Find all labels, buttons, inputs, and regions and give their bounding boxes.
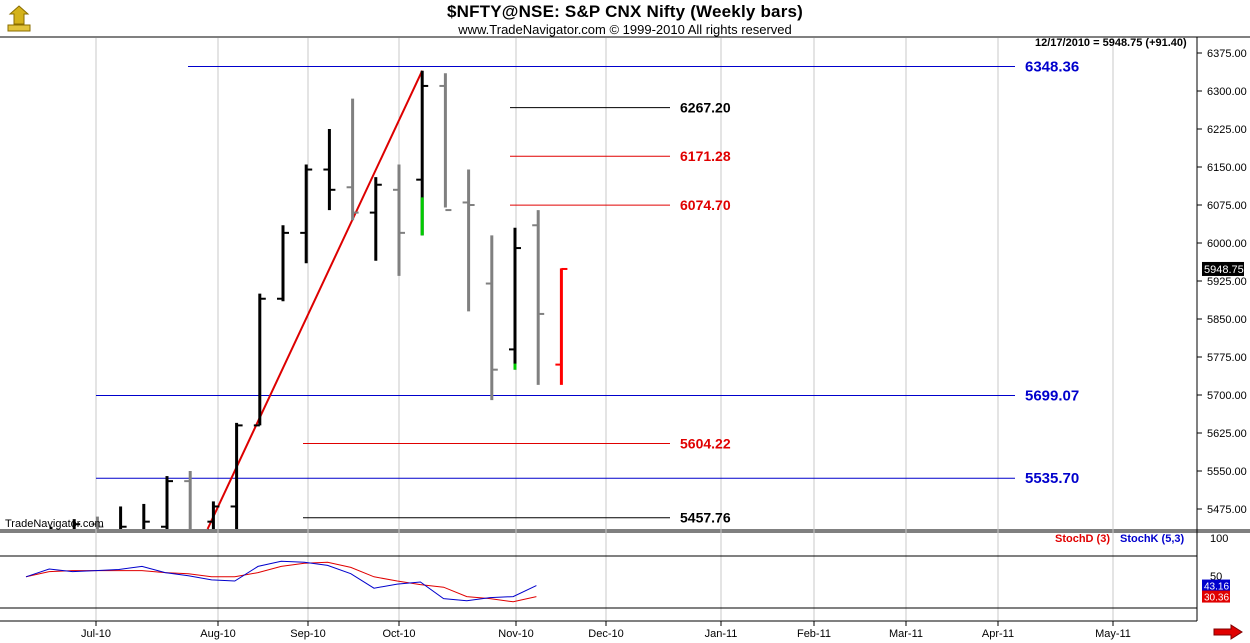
last-quote: 12/17/2010 = 5948.75 (+91.40) — [1035, 37, 1187, 49]
x-tick-label: Aug-10 — [200, 628, 235, 640]
stochd-value-box — [1202, 590, 1230, 603]
ohlc-bar — [300, 164, 313, 264]
y-tick-label: 6150.00 — [1207, 162, 1247, 174]
y-tick-label: 5625.00 — [1207, 428, 1247, 440]
x-tick-label: Apr-11 — [982, 628, 1014, 640]
ohlc-bar — [277, 225, 289, 302]
y-tick-label: 5700.00 — [1207, 390, 1247, 402]
level-label: 6074.70 — [680, 197, 731, 213]
y-tick-label: 5850.00 — [1207, 314, 1247, 326]
ohlc-bar — [161, 476, 173, 529]
level-label: 5535.70 — [1025, 470, 1079, 487]
x-tick-label: May-11 — [1095, 628, 1131, 640]
trade-navigator-logo — [7, 5, 31, 32]
ohlc-bar — [184, 471, 192, 529]
x-tick-label: Nov-10 — [498, 628, 533, 640]
legend-stochk: StochK (5,3) — [1120, 533, 1185, 545]
stochk-value-box — [1202, 579, 1230, 592]
x-tick-label: Jul-10 — [81, 628, 111, 640]
ohlc-bar — [509, 227, 521, 370]
last-price-label: 5948.75 — [1204, 264, 1244, 276]
chart-title: $NFTY@NSE: S&P CNX Nifty (Weekly bars) — [446, 2, 804, 21]
x-tick-label: Dec-10 — [588, 628, 623, 640]
level-label: 5604.22 — [680, 436, 731, 452]
x-tick-label: Mar-11 — [889, 628, 923, 640]
ohlc-bar — [346, 98, 359, 221]
y-tick-label: 5775.00 — [1207, 352, 1247, 364]
y-tick-label: 6375.00 — [1207, 48, 1247, 60]
stochk-value: 43.16 — [1204, 582, 1229, 593]
y-tick-label: 6075.00 — [1207, 200, 1247, 212]
y-tick-label: 6300.00 — [1207, 86, 1247, 98]
level-label: 5699.07 — [1025, 387, 1079, 404]
x-tick-label: Sep-10 — [290, 628, 325, 640]
y-tick-label: 5475.00 — [1207, 504, 1247, 516]
y-tick-label: 5550.00 — [1207, 466, 1247, 478]
x-tick-label: Oct-10 — [382, 628, 415, 640]
ohlc-bar — [119, 506, 127, 529]
swing-line — [206, 70, 424, 530]
ohlc-bar — [462, 169, 475, 312]
y-tick-label: 5925.00 — [1207, 276, 1247, 288]
ohlc-bar — [532, 210, 545, 385]
stoch-line — [25, 561, 537, 603]
level-label: 5457.76 — [680, 510, 731, 526]
month-gridlines — [95, 38, 1114, 620]
chart-subtitle: www.TradeNavigator.com © 1999-2010 All r… — [458, 22, 792, 37]
ohlc-bars — [49, 70, 568, 529]
ohlc-bar — [555, 267, 568, 385]
stoch-tick-label: 100 — [1210, 533, 1228, 545]
price-axis: 5475.00 5550.00 5625.00 5700.00 5775.00 5850.… — [1197, 48, 1247, 516]
ohlc-bar — [323, 129, 336, 211]
price-levels: 6348.36 6267.20 6171.28 6074.70 5699.07 5604.… — [96, 58, 1079, 526]
swing-trendline — [206, 70, 424, 530]
level-label: 6267.20 — [680, 100, 731, 116]
ohlc-bar — [142, 503, 150, 529]
y-tick-label: 6225.00 — [1207, 124, 1247, 136]
x-tick-label: Jan-11 — [705, 628, 738, 640]
time-axis: Jul-10 Aug-10 Sep-10 Oct-10 Nov-10 Dec-10 Jan-… — [81, 621, 1131, 640]
ohlc-bar — [369, 177, 382, 261]
ohlc-bar — [393, 164, 405, 276]
last-price-box — [1202, 261, 1244, 276]
stoch-line — [25, 560, 537, 602]
ohlc-bar — [72, 519, 81, 529]
ohlc-bar — [253, 293, 266, 427]
stochd-value: 30.36 — [1204, 593, 1229, 604]
level-label: 6171.28 — [680, 148, 731, 164]
watermark: TradeNavigator.com — [5, 518, 104, 530]
ohlc-bar — [91, 516, 104, 529]
ohlc-bar — [439, 73, 452, 212]
legend-stochd: StochD (3) — [1055, 533, 1110, 545]
ohlc-bar — [230, 422, 243, 529]
ohlc-bar — [207, 501, 220, 529]
level-label: 6348.36 — [1025, 58, 1079, 75]
y-tick-label: 6000.00 — [1207, 238, 1247, 250]
ohlc-bar — [485, 235, 498, 401]
scroll-right-arrow-icon[interactable] — [1213, 624, 1243, 640]
x-tick-label: Feb-11 — [797, 628, 831, 640]
